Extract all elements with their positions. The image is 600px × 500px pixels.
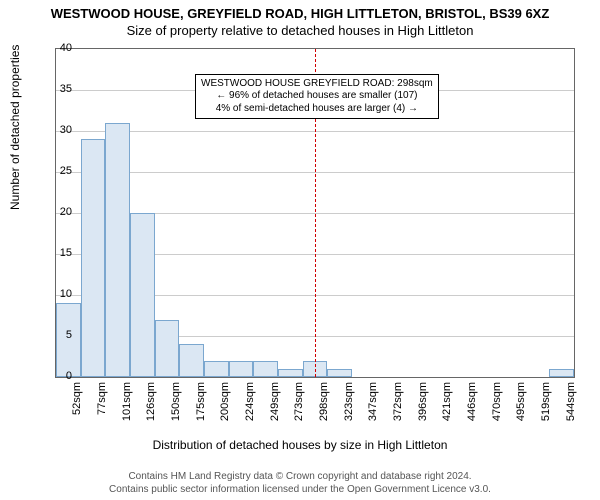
histogram-bar [549,369,574,377]
x-tick-label: 347sqm [367,382,379,432]
histogram-bar [155,320,180,377]
x-tick-label: 396sqm [417,382,429,432]
y-tick-label: 15 [50,247,72,259]
y-tick-label: 5 [50,329,72,341]
y-axis-label: Number of detached properties [8,45,22,210]
footer-line: Contains HM Land Registry data © Crown c… [0,471,600,484]
x-tick-label: 77sqm [96,382,108,432]
y-tick-label: 20 [50,206,72,218]
x-tick-label: 200sqm [219,382,231,432]
x-tick-label: 519sqm [540,382,552,432]
x-tick-label: 323sqm [343,382,355,432]
chart-subtitle: Size of property relative to detached ho… [0,21,600,42]
x-tick-label: 298sqm [318,382,330,432]
histogram-bar [204,361,229,377]
histogram-bar [105,123,130,377]
footer-line: Contains public sector information licen… [0,484,600,497]
x-tick-label: 544sqm [565,382,577,432]
x-axis-label: Distribution of detached houses by size … [0,438,600,452]
histogram-bar [278,369,303,377]
annotation-line: ← 96% of detached houses are smaller (10… [201,90,433,103]
chart-title-address: WESTWOOD HOUSE, GREYFIELD ROAD, HIGH LIT… [0,0,600,21]
plot-area: WESTWOOD HOUSE GREYFIELD ROAD: 298sqm ← … [55,48,575,378]
chart-container: WESTWOOD HOUSE, GREYFIELD ROAD, HIGH LIT… [0,0,600,500]
y-tick-label: 35 [50,83,72,95]
y-tick-label: 10 [50,288,72,300]
x-tick-label: 224sqm [244,382,256,432]
x-tick-label: 101sqm [121,382,133,432]
histogram-bar [253,361,278,377]
footer-attribution: Contains HM Land Registry data © Crown c… [0,471,600,496]
x-tick-label: 446sqm [466,382,478,432]
x-tick-label: 126sqm [145,382,157,432]
x-tick-label: 150sqm [170,382,182,432]
y-tick-label: 0 [50,370,72,382]
y-tick-label: 30 [50,124,72,136]
reference-annotation: WESTWOOD HOUSE GREYFIELD ROAD: 298sqm ← … [195,74,439,120]
x-tick-label: 470sqm [491,382,503,432]
x-tick-label: 273sqm [293,382,305,432]
annotation-line: 4% of semi-detached houses are larger (4… [201,103,433,116]
x-tick-label: 52sqm [71,382,83,432]
annotation-line: WESTWOOD HOUSE GREYFIELD ROAD: 298sqm [201,78,433,91]
histogram-bar [130,213,155,377]
y-tick-label: 40 [50,42,72,54]
x-tick-label: 421sqm [441,382,453,432]
x-tick-label: 175sqm [195,382,207,432]
histogram-bar [179,344,204,377]
x-tick-label: 249sqm [269,382,281,432]
histogram-bar [81,139,106,377]
x-tick-label: 372sqm [392,382,404,432]
histogram-bar [229,361,254,377]
x-tick-label: 495sqm [515,382,527,432]
y-tick-label: 25 [50,165,72,177]
histogram-bar [327,369,352,377]
